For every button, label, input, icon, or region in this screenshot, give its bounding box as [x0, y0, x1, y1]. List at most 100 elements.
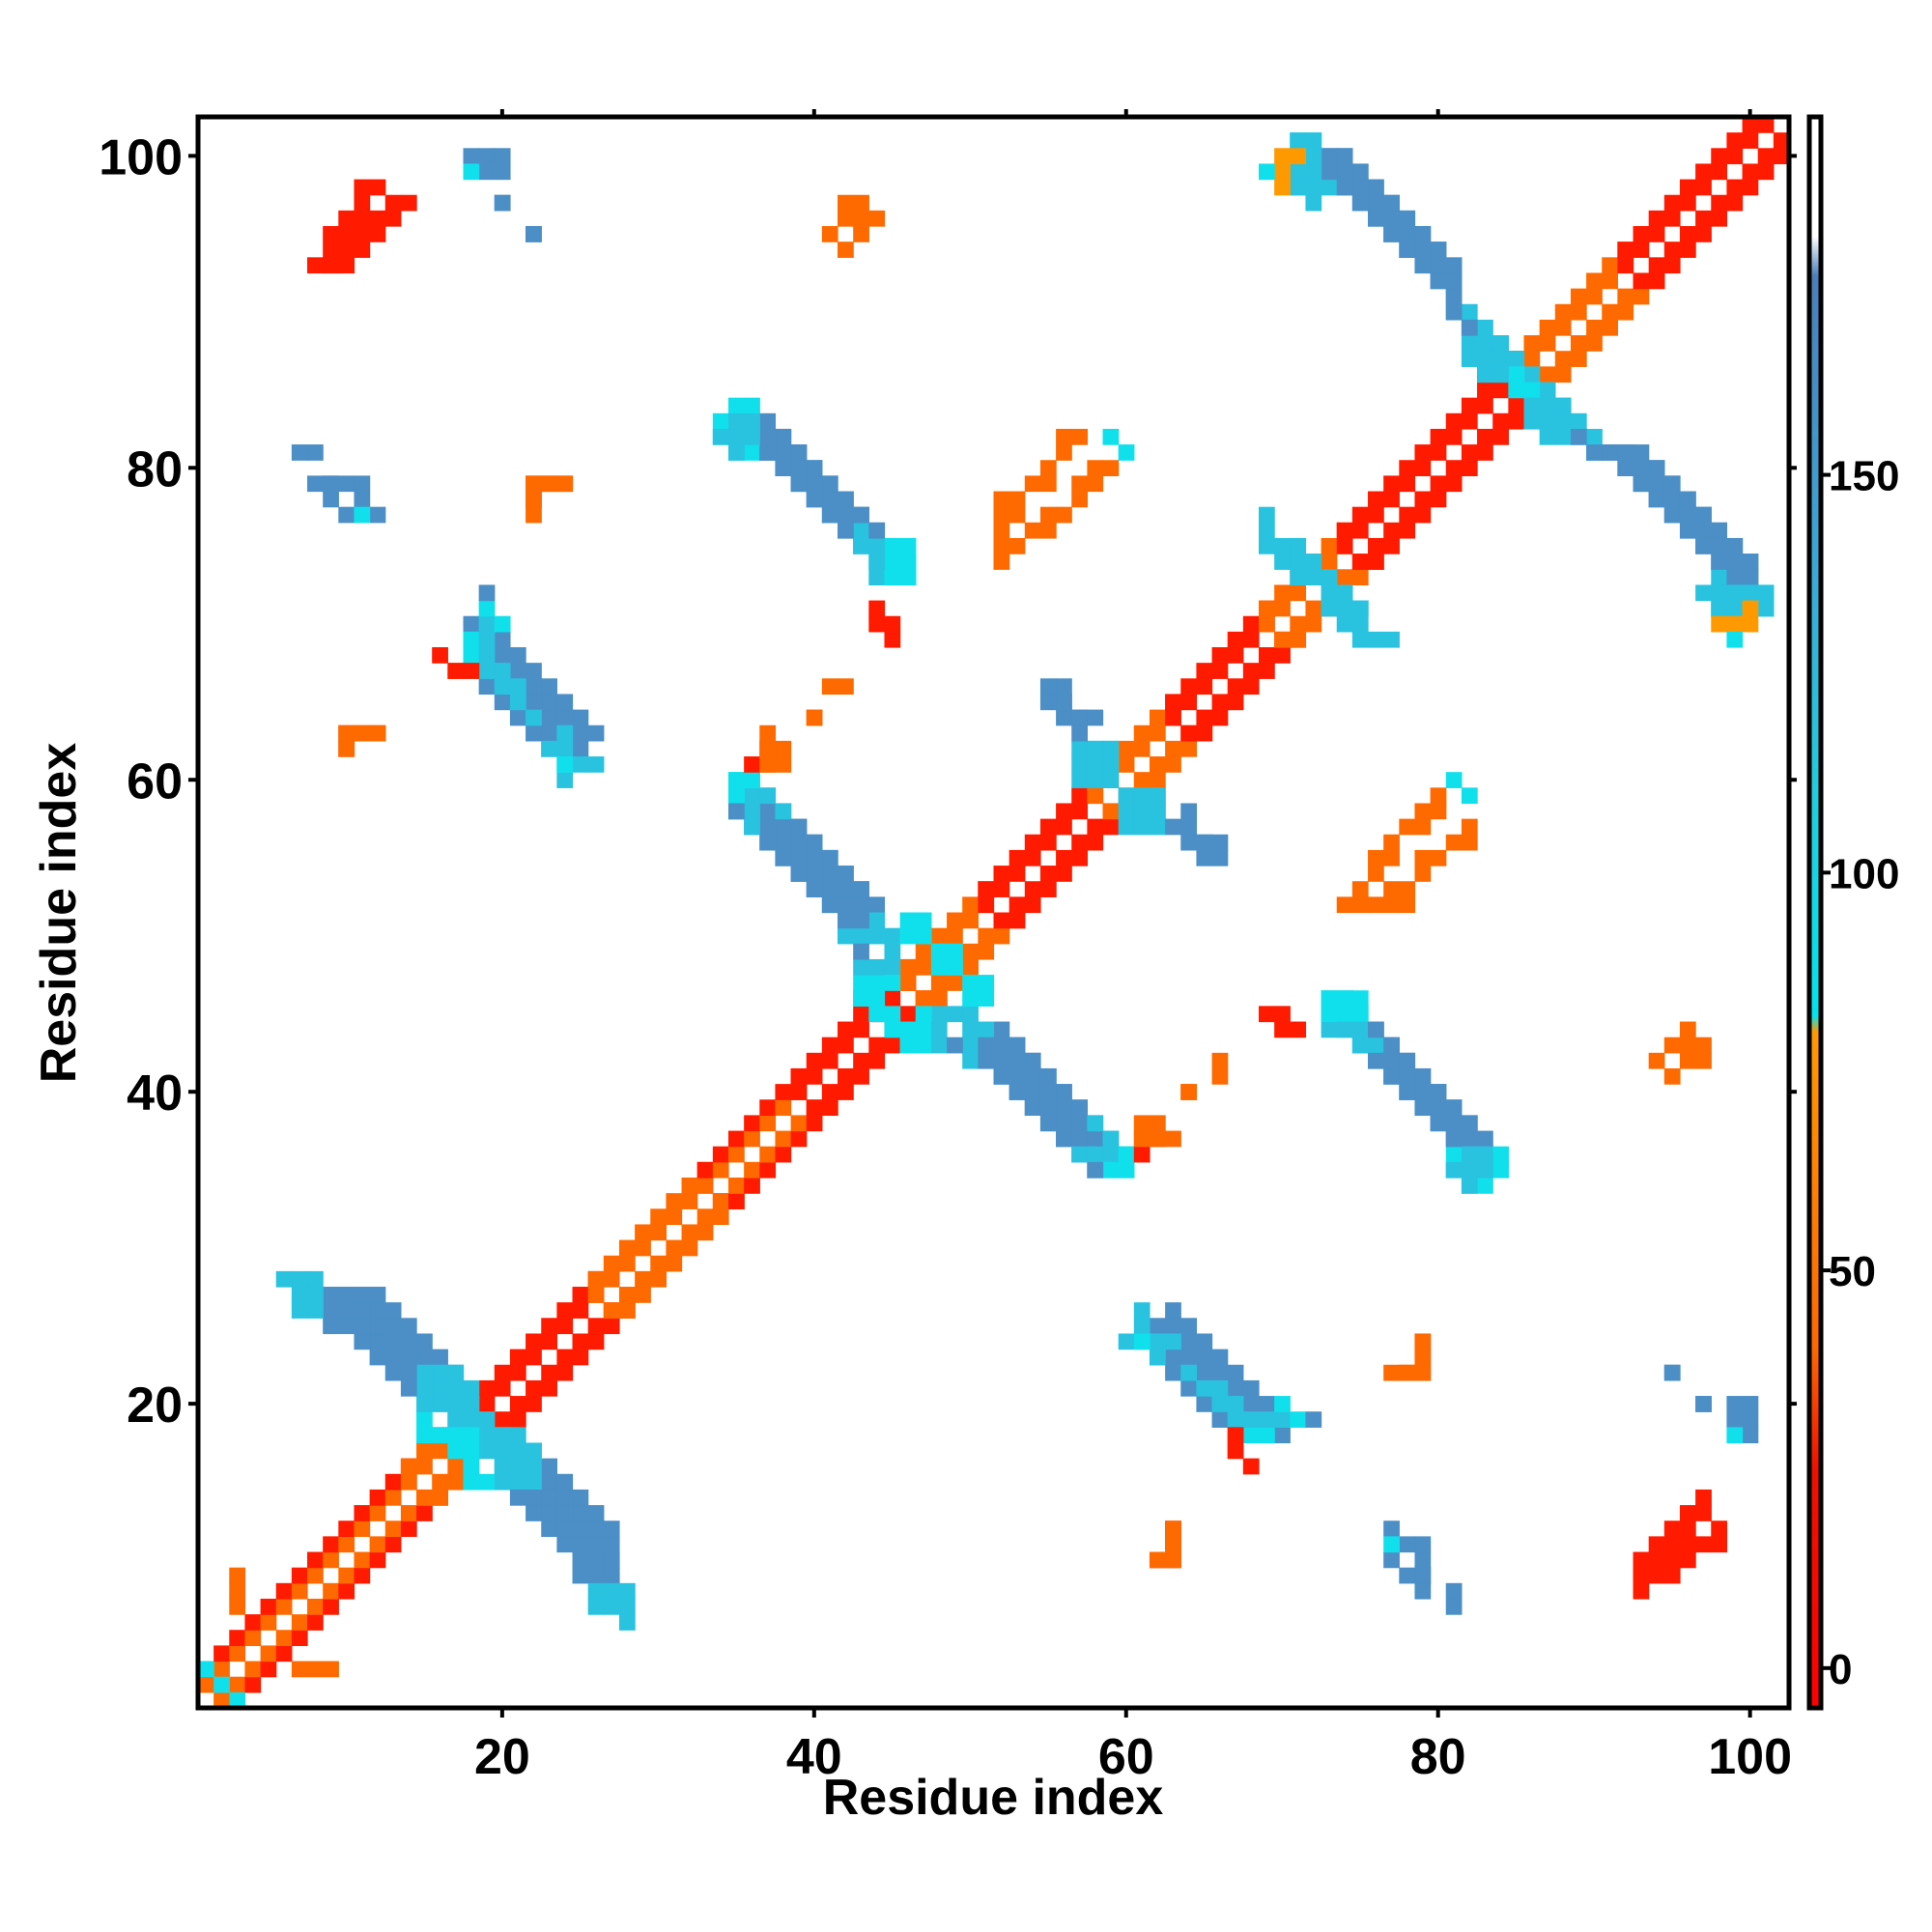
diagonal-cell [1539, 366, 1556, 384]
heatmap-cell [494, 148, 511, 165]
heatmap-cell [1351, 1021, 1369, 1038]
diagonal-cell [681, 1224, 698, 1241]
heatmap-cell [1180, 1318, 1198, 1335]
diagonal-cell [1633, 272, 1650, 290]
diagonal-cell [1695, 210, 1712, 227]
heatmap-cell [1679, 1052, 1696, 1069]
heatmap-cell [1633, 475, 1650, 493]
diagonal-cell [1492, 382, 1509, 399]
heatmap-cell [447, 1364, 465, 1381]
heatmap-cell [1663, 1364, 1681, 1381]
diagonal-cell [712, 1146, 729, 1163]
heatmap-cell [1259, 522, 1275, 539]
heatmap-cell [291, 1302, 308, 1319]
heatmap-cell [853, 194, 869, 212]
heatmap-cell [369, 1318, 386, 1335]
heatmap-cell [884, 975, 901, 991]
heatmap-cell [1383, 849, 1400, 867]
heatmap-cell [1165, 1318, 1181, 1335]
heatmap-cell [478, 663, 496, 679]
diagonal-cell [275, 1582, 293, 1600]
heatmap-cell [899, 912, 917, 929]
diagonal-cell [384, 1536, 402, 1553]
diagonal-cell [790, 1067, 808, 1085]
heatmap-cell [1430, 1099, 1447, 1117]
heatmap-cell [728, 803, 745, 820]
heatmap-cell [978, 1021, 995, 1038]
heatmap-cell [1399, 1084, 1416, 1100]
heatmap-cell [572, 756, 589, 773]
diagonal-cell [1180, 678, 1198, 696]
heatmap-cell [899, 569, 917, 586]
heatmap-cell [1445, 303, 1463, 321]
heatmap-cell [993, 537, 1010, 554]
heatmap-cell [400, 194, 417, 212]
diagonal-cell [853, 1021, 869, 1038]
heatmap-cell [541, 678, 557, 696]
heatmap-cell [416, 1349, 433, 1366]
heatmap-cell [1336, 1006, 1353, 1023]
heatmap-cell [1742, 584, 1759, 602]
heatmap-cell [806, 866, 823, 882]
diagonal-cell [978, 896, 995, 914]
diagonal-cell [962, 896, 979, 914]
heatmap-cell [838, 210, 854, 227]
heatmap-cell [993, 1037, 1010, 1054]
heatmap-cell [1071, 1099, 1088, 1117]
diagonal-cell [1602, 272, 1618, 290]
diagonal-cell [1087, 834, 1104, 851]
heatmap-cell [1414, 818, 1432, 836]
diagonal-cell [1399, 506, 1416, 524]
heatmap-cell [1227, 1396, 1244, 1412]
heatmap-cell [1430, 242, 1447, 258]
heatmap-cell [1711, 537, 1728, 554]
diagonal-cell [213, 1661, 230, 1678]
heatmap-cell [1336, 584, 1353, 602]
diagonal-cell [229, 1645, 246, 1662]
diagonal-cell [1570, 351, 1587, 367]
heatmap-cell [1711, 584, 1728, 602]
diagonal-cell [384, 1489, 402, 1506]
heatmap-cell [947, 943, 963, 960]
heatmap-cell [1056, 428, 1072, 445]
heatmap-cell [1118, 803, 1135, 820]
diagonal-cell [556, 1302, 574, 1319]
heatmap-cell [1742, 569, 1759, 586]
diagonal-cell [416, 1442, 433, 1460]
heatmap-cell [1321, 600, 1338, 617]
heatmap-cell [1227, 1427, 1244, 1444]
heatmap-cell [1695, 522, 1712, 539]
heatmap-cell [1071, 1146, 1088, 1163]
heatmap-cell [369, 1302, 386, 1319]
diagonal-cell [1211, 709, 1229, 726]
heatmap-cell [1414, 1349, 1432, 1366]
heatmap-cell [463, 615, 480, 633]
diagonal-cell [993, 912, 1010, 929]
diagonal-cell [603, 1318, 620, 1335]
heatmap-cell [1508, 382, 1525, 399]
colorbar-ticks: 0 50 100 150 [1821, 453, 1899, 1693]
diagonal-cell [1523, 335, 1541, 352]
heatmap-cell [1368, 1052, 1384, 1069]
heatmap-cell [821, 506, 838, 524]
heatmap-cell [915, 1006, 932, 1023]
heatmap-cell [1414, 242, 1432, 258]
diagonal-cell [1118, 756, 1135, 773]
heatmap-cell [1039, 1099, 1057, 1117]
diagonal-cell [1149, 756, 1166, 773]
heatmap-cell [775, 849, 792, 867]
heatmap-cell [1305, 554, 1322, 570]
diagonal-cell [618, 1239, 636, 1257]
heatmap-cell [1118, 444, 1135, 461]
diagonal-cell [1570, 303, 1587, 321]
heatmap-cell [1149, 1318, 1166, 1335]
heatmap-cell [1133, 787, 1151, 805]
heatmap-cell [603, 1598, 620, 1615]
heatmap-cell [478, 163, 496, 181]
diagonal-cell [1039, 881, 1057, 897]
diagonal-cell [1399, 460, 1416, 476]
heatmap-cell [853, 975, 869, 991]
heatmap-cell [744, 444, 760, 461]
diagonal-cell [947, 927, 963, 945]
diagonal-cell [1663, 194, 1681, 212]
